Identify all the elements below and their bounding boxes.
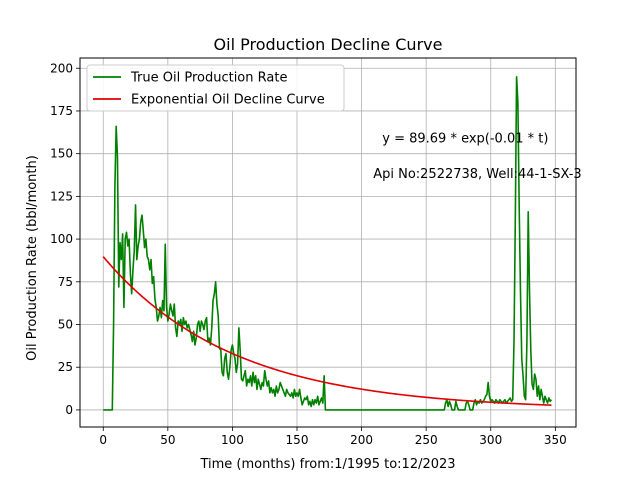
y-tick-label: 50	[58, 318, 73, 332]
x-axis-label: Time (months) from:1/1995 to:12/2023	[199, 457, 455, 472]
plot-frame	[79, 57, 577, 428]
legend-label: True Oil Production Rate	[130, 71, 287, 86]
y-tick-label: 175	[50, 104, 73, 118]
annotation-text: Api No:2522738, Well:44-1-SX-3	[373, 167, 581, 182]
y-tick-label: 100	[50, 232, 73, 246]
plot-lines	[102, 75, 553, 411]
x-tick-label: 350	[544, 433, 567, 447]
x-tick-label: 0	[99, 433, 107, 447]
y-tick-label: 200	[50, 61, 73, 75]
y-tick-label: 75	[58, 275, 73, 289]
x-tick-label: 150	[286, 433, 309, 447]
chart-title: Oil Production Decline Curve	[214, 35, 443, 54]
x-tick-label: 100	[221, 433, 244, 447]
x-tick-label: 250	[415, 433, 438, 447]
annotations: y = 89.69 * exp(-0.01 * t) Api No:2522738…	[373, 131, 581, 182]
grid-lines	[80, 58, 576, 427]
legend-label: Exponential Oil Decline Curve	[131, 93, 325, 108]
y-tick-label: 0	[65, 403, 73, 417]
legend-box	[86, 64, 345, 112]
x-tick-label: 200	[350, 433, 373, 447]
y-tick-label: 150	[50, 147, 73, 161]
y-axis-label: Oil Production Rate (bbl/month)	[25, 155, 40, 361]
series-line-exponential-fit	[102, 256, 552, 406]
annotation-text: y = 89.69 * exp(-0.01 * t)	[382, 131, 548, 146]
legend: True Oil Production Rate Exponential Oil …	[86, 64, 345, 112]
y-tick-label: 25	[58, 360, 73, 374]
y-tick-label: 125	[50, 189, 73, 203]
axis-ticks: 0 50 100 150 200 250 300 350 0 25 50 75 100 125 150 175…	[50, 61, 567, 447]
x-tick-label: 300	[479, 433, 502, 447]
x-tick-label: 50	[160, 433, 175, 447]
